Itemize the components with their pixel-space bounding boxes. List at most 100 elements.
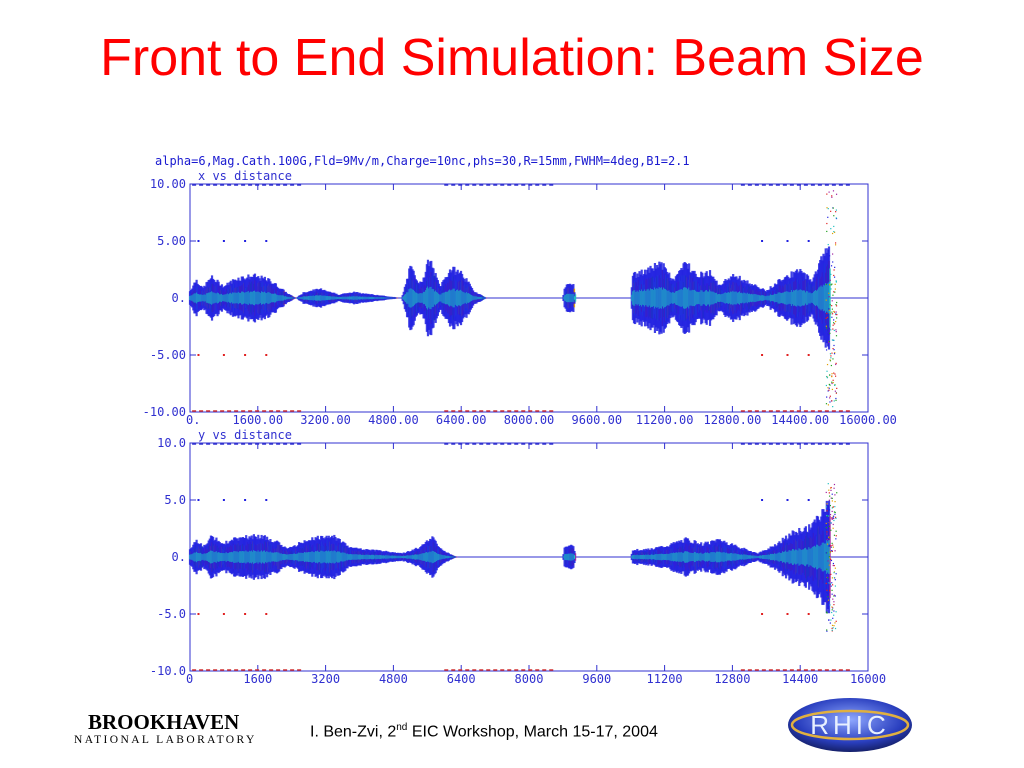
beam-spray-point bbox=[833, 329, 835, 332]
beam-spray-point bbox=[833, 517, 835, 520]
beam-spray-point bbox=[828, 509, 831, 511]
guide-dot bbox=[244, 499, 247, 501]
beam-spray-point bbox=[827, 387, 829, 389]
beam-spray-point bbox=[827, 560, 829, 562]
beam-spray-point bbox=[829, 513, 832, 516]
beam-spray-point bbox=[832, 322, 835, 324]
y-tick-label: 0. bbox=[172, 291, 186, 305]
beam-spray-point bbox=[828, 515, 830, 517]
beam-spray-point bbox=[826, 515, 828, 517]
beam-spray-point bbox=[834, 627, 837, 630]
beam-spray-point bbox=[834, 288, 836, 290]
beam-spray-point bbox=[826, 612, 828, 614]
beam-spray-point bbox=[833, 614, 835, 616]
beam-spray-point bbox=[825, 325, 827, 327]
beam-spray-point bbox=[833, 515, 835, 517]
beam-spray-point bbox=[828, 556, 830, 558]
beam-spray-point bbox=[833, 344, 835, 347]
beam-spray-point bbox=[834, 384, 836, 386]
slide-title: Front to End Simulation: Beam Size bbox=[100, 29, 924, 87]
x-tick-label: 6400.00 bbox=[436, 413, 487, 427]
beam-spray-point bbox=[825, 403, 828, 405]
beam-spray-point bbox=[826, 363, 829, 366]
guide-dot bbox=[222, 354, 225, 356]
beam-spray-point bbox=[827, 595, 829, 597]
run-parameters-label: alpha=6,Mag.Cath.100G,Fld=9Mv/m,Charge=1… bbox=[155, 154, 690, 168]
footer-citation: I. Ben-Zvi, 2nd EIC Workshop, March 15-1… bbox=[310, 722, 658, 741]
beam-spray-point bbox=[826, 193, 828, 195]
beam-spray-point bbox=[831, 283, 833, 285]
beam-spray-point bbox=[826, 377, 828, 379]
rhic-logo-text: RHIC bbox=[810, 710, 890, 740]
beam-spray-point bbox=[830, 489, 832, 491]
beam-spray-point bbox=[830, 558, 832, 561]
beam-spray-point bbox=[826, 539, 828, 541]
beam-spray-point bbox=[826, 589, 828, 591]
beam-spray-point bbox=[829, 557, 831, 559]
beam-spray-point bbox=[835, 209, 837, 211]
guide-dot bbox=[222, 240, 225, 242]
beam-spray-point bbox=[828, 489, 830, 491]
rhic-logo-ring bbox=[790, 709, 910, 741]
beam-spray-point bbox=[828, 525, 831, 528]
beam-spray-point bbox=[835, 397, 837, 400]
beam-spray-point bbox=[829, 401, 831, 403]
beam-spray-point bbox=[825, 522, 827, 525]
beam-spray-point bbox=[831, 607, 834, 609]
beam-spray-point bbox=[832, 598, 834, 600]
beam-spray-point bbox=[826, 629, 828, 631]
beam-spray-point bbox=[835, 535, 837, 537]
beam-spray-point bbox=[834, 352, 836, 354]
beam-spray-point bbox=[829, 395, 831, 397]
beam-spray-point bbox=[834, 550, 836, 552]
beam-spray-point bbox=[829, 328, 831, 330]
beam-spray-point bbox=[825, 384, 827, 387]
guide-dot bbox=[222, 499, 225, 501]
x-tick-label: 11200 bbox=[647, 672, 683, 686]
beam-spray-point bbox=[828, 536, 830, 538]
beam-spray-point bbox=[831, 232, 834, 235]
beam-spray-point bbox=[829, 374, 831, 376]
x-tick-label: 14400 bbox=[782, 672, 818, 686]
beam-spray-point bbox=[831, 577, 833, 579]
beam-spray-point bbox=[831, 352, 833, 354]
beam-spray-point bbox=[834, 244, 837, 246]
beam-spray-point bbox=[833, 291, 835, 293]
beam-spray-point bbox=[832, 339, 834, 341]
beam-spray-point bbox=[826, 230, 828, 233]
beam-spray-point bbox=[829, 562, 831, 564]
beam-spray-point bbox=[835, 329, 837, 331]
beam-spray-point bbox=[835, 211, 837, 213]
beam-spray-point bbox=[830, 228, 832, 230]
beam-spray-point bbox=[828, 619, 830, 621]
beam-spray-point bbox=[833, 595, 835, 597]
beam-spray-point bbox=[833, 519, 835, 522]
beam-spray-point bbox=[825, 327, 828, 329]
y-tick-label: 10.00 bbox=[150, 177, 186, 191]
beam-spray-point bbox=[826, 316, 829, 319]
beam-spray-point bbox=[831, 388, 834, 391]
beam-spray-point bbox=[828, 340, 830, 343]
brookhaven-logo: BROOKHAVEN NATIONAL LABORATORY bbox=[74, 710, 260, 750]
beam-spray-point bbox=[832, 328, 834, 330]
y-tick-label: 0. bbox=[172, 550, 186, 564]
beam-spray-point bbox=[833, 230, 835, 233]
beam-spray-point bbox=[829, 360, 832, 362]
beam-spray-point bbox=[828, 284, 831, 286]
beam-spray-point bbox=[833, 610, 835, 612]
beam-spray-point bbox=[828, 383, 830, 386]
beam-spray-point bbox=[835, 305, 838, 307]
guide-dot bbox=[265, 240, 268, 242]
beam-spray-point bbox=[831, 606, 833, 608]
beam-spray-point bbox=[829, 551, 831, 553]
rhic-logo-ellipse bbox=[788, 698, 912, 752]
x-tick-label: 1600 bbox=[243, 672, 272, 686]
y-tick-label: -5.0 bbox=[157, 607, 186, 621]
x-tick-label: 0. bbox=[186, 413, 200, 427]
beam-spray-point bbox=[834, 231, 836, 233]
beam-spray-point bbox=[825, 317, 827, 319]
beam-spray-point bbox=[830, 497, 832, 499]
x-tick-label: 0 bbox=[186, 672, 193, 686]
beam-spray-point bbox=[830, 522, 832, 524]
beam-spray-point bbox=[832, 562, 835, 565]
